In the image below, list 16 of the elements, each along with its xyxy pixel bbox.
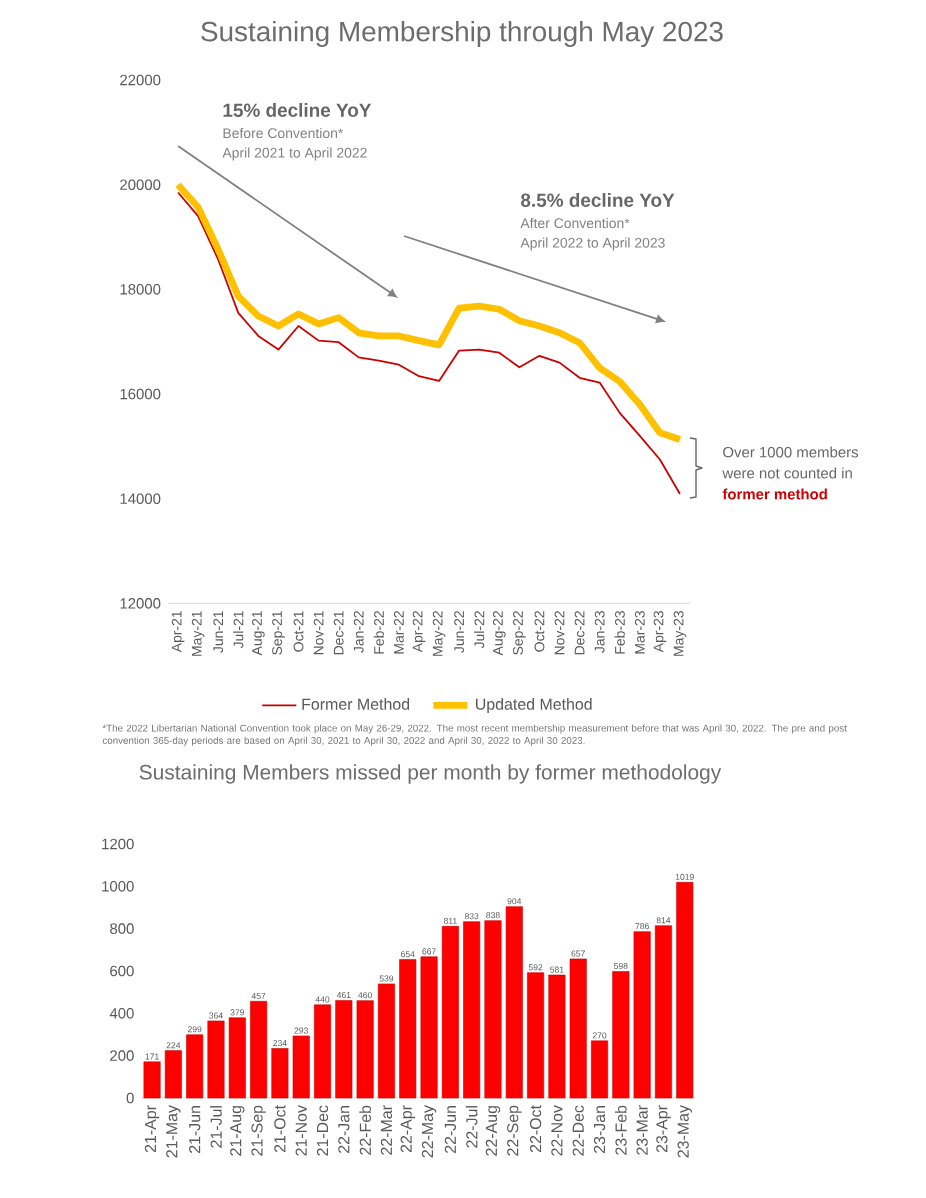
bar	[441, 926, 459, 1099]
chart-title: Sustaining Members missed per month by former methodology	[139, 764, 722, 784]
line-series	[174, 181, 684, 443]
bar	[654, 925, 672, 1099]
annotation: 8.5% decline YoY	[521, 193, 675, 207]
bar	[164, 1050, 182, 1099]
bar	[314, 1004, 332, 1099]
chart-title: Sustaining Membership through May 2023	[201, 20, 723, 47]
bar	[591, 1040, 609, 1099]
bar	[377, 983, 395, 1099]
bar	[143, 1061, 161, 1099]
bar	[676, 882, 694, 1099]
annotation: 15% decline YoY	[223, 103, 372, 117]
bar	[250, 1000, 268, 1099]
bar	[527, 972, 545, 1099]
line-series	[177, 191, 681, 495]
